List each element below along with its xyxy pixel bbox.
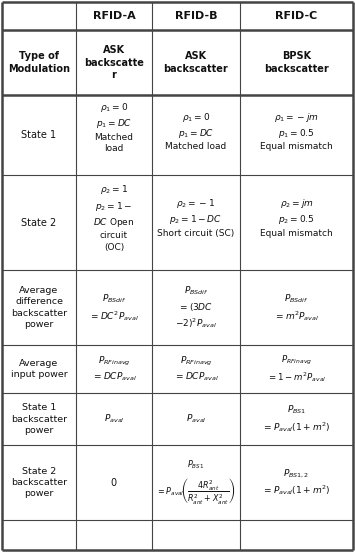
Text: $P_{BSdif}$
$= m^2 P_{aval}$: $P_{BSdif}$ $= m^2 P_{aval}$ (274, 293, 319, 322)
Text: $P_{BS1}$
$= P_{aval}(1 + m^2)$: $P_{BS1}$ $= P_{aval}(1 + m^2)$ (262, 404, 331, 434)
Text: $\rho_2 = jm$
$p_2 = 0.5$
Equal mismatch: $\rho_2 = jm$ $p_2 = 0.5$ Equal mismatch (260, 197, 333, 238)
Text: $0$: $0$ (110, 476, 118, 489)
Text: State 1: State 1 (21, 130, 56, 140)
Text: $P_{BSdif}$
$= DC^2 P_{aval}$: $P_{BSdif}$ $= DC^2 P_{aval}$ (89, 293, 139, 322)
Text: $P_{RFinavg}$
$= 1 - m^2 P_{aval}$: $P_{RFinavg}$ $= 1 - m^2 P_{aval}$ (267, 354, 326, 384)
Text: ASK
backscatte
r: ASK backscatte r (84, 45, 144, 80)
Text: Type of
Modulation: Type of Modulation (8, 51, 70, 74)
Text: $\rho_2 = 1$
$p_2 = 1 -$
$DC$ Open
circuit
(OC): $\rho_2 = 1$ $p_2 = 1 -$ $DC$ Open circu… (93, 183, 135, 252)
Text: Average
input power: Average input power (11, 359, 67, 379)
Text: $\rho_1 = 0$
$p_1 = DC$
Matched
load: $\rho_1 = 0$ $p_1 = DC$ Matched load (94, 101, 133, 153)
Text: State 2
backscatter
power: State 2 backscatter power (11, 466, 67, 498)
Text: $P_{aval}$: $P_{aval}$ (104, 413, 124, 425)
Text: $P_{BSdif}$
$= (3DC$
$- 2)^2 P_{aval}$: $P_{BSdif}$ $= (3DC$ $- 2)^2 P_{aval}$ (175, 285, 217, 330)
Text: $P_{RFinavg}$
$= DCP_{aval}$: $P_{RFinavg}$ $= DCP_{aval}$ (174, 354, 218, 384)
Text: $P_{aval}$: $P_{aval}$ (186, 413, 206, 425)
Text: $\rho_2 = -1$
$p_2 = 1 - DC$
Short circuit (SC): $\rho_2 = -1$ $p_2 = 1 - DC$ Short circu… (157, 197, 235, 238)
Text: BPSK
backscatter: BPSK backscatter (264, 51, 329, 74)
Text: ASK
backscatter: ASK backscatter (164, 51, 228, 74)
Text: State 1
backscatter
power: State 1 backscatter power (11, 403, 67, 435)
Text: RFID-B: RFID-B (175, 11, 217, 21)
Text: $P_{RFinavg}$
$= DCP_{aval}$: $P_{RFinavg}$ $= DCP_{aval}$ (92, 354, 136, 384)
Text: $\rho_1 = -jm$
$p_1 = 0.5$
Equal mismatch: $\rho_1 = -jm$ $p_1 = 0.5$ Equal mismatc… (260, 111, 333, 151)
Text: RFID-C: RFID-C (275, 11, 318, 21)
Text: Average
difference
backscatter
power: Average difference backscatter power (11, 286, 67, 329)
Text: $P_{BS1}$
$= P_{aval}\!\left(\dfrac{4R_{ant}^2}{R_{ant}^2 + X_{ant}^2}\right)$: $P_{BS1}$ $= P_{aval}\!\left(\dfrac{4R_{… (157, 458, 236, 507)
Text: RFID-A: RFID-A (93, 11, 135, 21)
Text: $\rho_1 = 0$
$p_1 = DC$
Matched load: $\rho_1 = 0$ $p_1 = DC$ Matched load (165, 111, 226, 151)
Text: State 2: State 2 (21, 217, 57, 227)
Text: $P_{BS1,2}$
$= P_{aval}(1 + m^2)$: $P_{BS1,2}$ $= P_{aval}(1 + m^2)$ (262, 468, 331, 497)
